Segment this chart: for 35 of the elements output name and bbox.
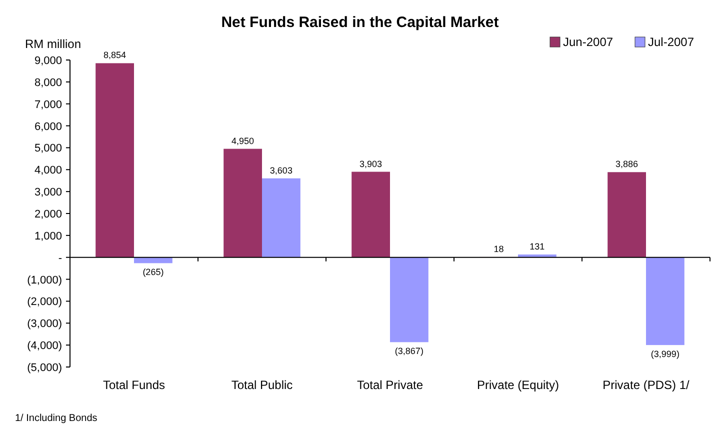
x-tick-label: Total Public [231,378,293,392]
y-tick-label: 7,000 [34,98,62,111]
y-tick-label: (2,000) [27,296,62,308]
y-tick-label: (4,000) [27,340,62,352]
legend-label: Jun-2007 [563,35,614,49]
y-tick-label: 9,000 [34,55,62,67]
x-tick-label: Private (PDS) 1/ [602,378,690,392]
data-label: (3,999) [650,349,680,360]
data-label: 8,854 [104,50,126,60]
x-tick-label: Total Funds [102,378,166,392]
y-tick-label: 4,000 [34,164,62,177]
y-tick-label: 2,000 [34,208,62,220]
data-label: 3,886 [616,159,638,170]
data-label: 3,903 [360,158,382,169]
x-tick-label: Total Private [356,378,424,392]
data-label: 3,603 [270,165,292,176]
data-label: (265) [142,267,164,278]
y-tick-label: 8,000 [34,76,62,89]
y-tick-label: 1,000 [34,230,62,242]
y-tick-label: (3,000) [27,318,62,330]
x-tick-label: Private (Equity) [476,378,560,392]
y-axis-title: RM million [25,37,82,51]
chart-title: Net Funds Raised in the Capital Market [221,14,499,31]
text: 1/ Including Bonds [15,413,98,424]
data-label: (3,867) [394,346,424,356]
y-tick-label: - [58,252,62,264]
data-label: 4,950 [232,136,254,146]
y-tick-label: (1,000) [27,274,62,286]
y-tick-label: 5,000 [34,142,62,155]
y-tick-label: 3,000 [34,186,62,199]
legend-label: Jul-2007 [648,35,694,49]
data-label: 131 [530,241,545,252]
data-label: 18 [494,244,504,254]
y-tick-label: 6,000 [34,120,62,133]
y-tick-label: (5,000) [27,362,62,374]
